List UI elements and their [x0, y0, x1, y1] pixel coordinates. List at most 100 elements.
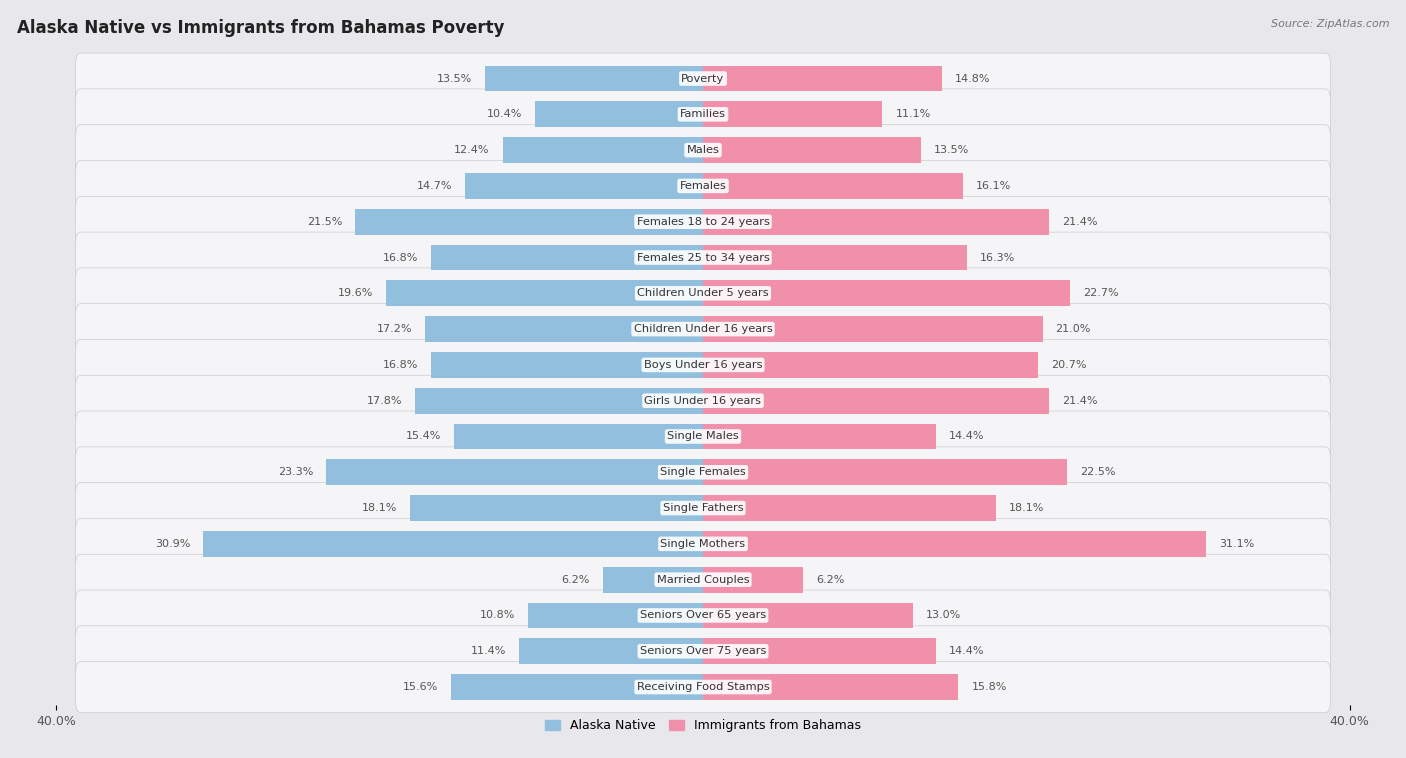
Bar: [703, 208, 1049, 235]
Text: 20.7%: 20.7%: [1050, 360, 1085, 370]
Text: 15.8%: 15.8%: [972, 682, 1007, 692]
Text: 30.9%: 30.9%: [155, 539, 190, 549]
Text: Single Females: Single Females: [661, 467, 745, 478]
FancyBboxPatch shape: [76, 554, 1330, 605]
Text: 13.5%: 13.5%: [436, 74, 472, 83]
FancyBboxPatch shape: [76, 53, 1330, 104]
Text: Children Under 5 years: Children Under 5 years: [637, 288, 769, 299]
Bar: [432, 245, 703, 271]
Bar: [411, 495, 703, 521]
Text: 17.2%: 17.2%: [377, 324, 412, 334]
FancyBboxPatch shape: [76, 125, 1330, 176]
Text: 6.2%: 6.2%: [561, 575, 591, 584]
FancyBboxPatch shape: [76, 411, 1330, 462]
Text: 16.3%: 16.3%: [980, 252, 1015, 262]
FancyBboxPatch shape: [76, 89, 1330, 139]
FancyBboxPatch shape: [76, 304, 1330, 355]
Text: 14.7%: 14.7%: [418, 181, 453, 191]
Text: Poverty: Poverty: [682, 74, 724, 83]
Bar: [603, 567, 703, 593]
Text: 14.8%: 14.8%: [955, 74, 991, 83]
Text: 13.5%: 13.5%: [934, 145, 970, 155]
Text: 18.1%: 18.1%: [361, 503, 398, 513]
Text: Married Couples: Married Couples: [657, 575, 749, 584]
Bar: [703, 173, 963, 199]
FancyBboxPatch shape: [76, 161, 1330, 211]
Text: 23.3%: 23.3%: [278, 467, 314, 478]
FancyBboxPatch shape: [76, 232, 1330, 283]
Text: 22.7%: 22.7%: [1083, 288, 1119, 299]
FancyBboxPatch shape: [76, 375, 1330, 426]
Text: Males: Males: [686, 145, 720, 155]
Bar: [529, 603, 703, 628]
Text: Boys Under 16 years: Boys Under 16 years: [644, 360, 762, 370]
Bar: [451, 674, 703, 700]
Bar: [703, 459, 1067, 485]
Text: Single Males: Single Males: [666, 431, 740, 441]
Bar: [703, 603, 914, 628]
Text: 12.4%: 12.4%: [454, 145, 489, 155]
Text: 22.5%: 22.5%: [1080, 467, 1115, 478]
Bar: [703, 495, 995, 521]
Text: 15.6%: 15.6%: [402, 682, 437, 692]
Bar: [703, 316, 1043, 342]
Text: Single Mothers: Single Mothers: [661, 539, 745, 549]
Text: 17.8%: 17.8%: [367, 396, 402, 406]
FancyBboxPatch shape: [76, 483, 1330, 534]
Bar: [519, 638, 703, 664]
Text: 6.2%: 6.2%: [815, 575, 845, 584]
Text: 21.0%: 21.0%: [1056, 324, 1091, 334]
Bar: [387, 280, 703, 306]
Text: Females: Females: [679, 181, 727, 191]
Text: Girls Under 16 years: Girls Under 16 years: [644, 396, 762, 406]
Bar: [703, 424, 936, 449]
FancyBboxPatch shape: [76, 626, 1330, 677]
Bar: [703, 674, 959, 700]
Text: Seniors Over 75 years: Seniors Over 75 years: [640, 647, 766, 656]
Bar: [703, 638, 936, 664]
Bar: [703, 280, 1070, 306]
Text: 21.4%: 21.4%: [1062, 396, 1098, 406]
Text: 14.4%: 14.4%: [949, 431, 984, 441]
Text: 10.4%: 10.4%: [486, 109, 522, 119]
Legend: Alaska Native, Immigrants from Bahamas: Alaska Native, Immigrants from Bahamas: [540, 714, 866, 738]
Text: Single Fathers: Single Fathers: [662, 503, 744, 513]
Text: Receiving Food Stamps: Receiving Food Stamps: [637, 682, 769, 692]
Bar: [485, 66, 703, 92]
Text: 18.1%: 18.1%: [1008, 503, 1045, 513]
Text: 16.8%: 16.8%: [382, 360, 419, 370]
Text: Females 18 to 24 years: Females 18 to 24 years: [637, 217, 769, 227]
Bar: [703, 66, 942, 92]
Bar: [415, 388, 703, 414]
Text: 15.4%: 15.4%: [406, 431, 441, 441]
FancyBboxPatch shape: [76, 518, 1330, 569]
Bar: [703, 531, 1206, 556]
Bar: [204, 531, 703, 556]
Text: Children Under 16 years: Children Under 16 years: [634, 324, 772, 334]
Text: Source: ZipAtlas.com: Source: ZipAtlas.com: [1271, 19, 1389, 29]
Text: Seniors Over 65 years: Seniors Over 65 years: [640, 610, 766, 621]
Bar: [703, 388, 1049, 414]
Text: 14.4%: 14.4%: [949, 647, 984, 656]
Text: 13.0%: 13.0%: [927, 610, 962, 621]
Text: Females 25 to 34 years: Females 25 to 34 years: [637, 252, 769, 262]
Text: 10.8%: 10.8%: [479, 610, 516, 621]
Bar: [534, 102, 703, 127]
Bar: [703, 567, 803, 593]
FancyBboxPatch shape: [76, 662, 1330, 713]
Bar: [703, 245, 966, 271]
Bar: [326, 459, 703, 485]
Bar: [703, 137, 921, 163]
Bar: [432, 352, 703, 377]
Text: 31.1%: 31.1%: [1219, 539, 1254, 549]
Bar: [465, 173, 703, 199]
Text: 16.1%: 16.1%: [976, 181, 1011, 191]
Bar: [425, 316, 703, 342]
Text: Families: Families: [681, 109, 725, 119]
Text: Alaska Native vs Immigrants from Bahamas Poverty: Alaska Native vs Immigrants from Bahamas…: [17, 19, 505, 37]
FancyBboxPatch shape: [76, 590, 1330, 641]
Bar: [703, 352, 1038, 377]
Text: 21.5%: 21.5%: [307, 217, 343, 227]
Text: 19.6%: 19.6%: [337, 288, 373, 299]
Bar: [454, 424, 703, 449]
